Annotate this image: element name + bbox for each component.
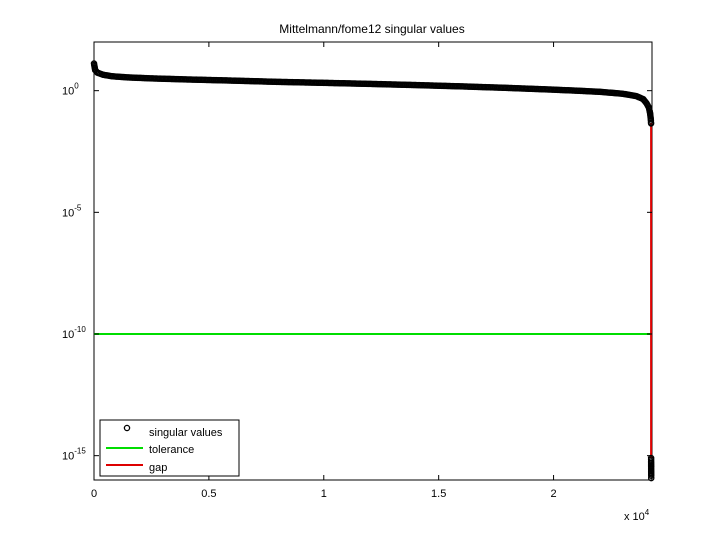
singular-values-series	[90, 60, 655, 127]
y-tick-label: 10-15	[62, 447, 86, 463]
legend-label-tolerance: tolerance	[149, 444, 194, 456]
x-tick-label: 1.5	[431, 488, 446, 500]
singular-values-series	[647, 454, 655, 482]
data-layer	[90, 60, 655, 482]
singular-value-point	[647, 474, 655, 482]
x-tick-label: 2	[550, 488, 556, 500]
legend-marker-singular-values	[123, 424, 131, 432]
singular-value-point	[647, 472, 655, 479]
y-tick-label: 100	[62, 82, 79, 98]
legend-label-gap: gap	[149, 462, 167, 474]
chart-title: Mittelmann/fome12 singular values	[279, 22, 464, 36]
y-tick-label: 10-5	[62, 203, 82, 219]
x-exponent-label: x 104	[624, 508, 650, 523]
y-tick-label: 10-10	[62, 325, 86, 341]
y-axis: 100 10-5 10-10 10-15	[62, 82, 652, 463]
plot-area	[93, 41, 653, 481]
legend-label-singular-values: singular values	[149, 427, 223, 439]
x-tick-label: 0.5	[201, 488, 216, 500]
legend: singular values tolerance gap	[99, 419, 240, 477]
x-tick-label: 1	[321, 488, 327, 500]
x-axis: 0 0.5 1 1.5 2	[91, 42, 557, 500]
singular-value-point	[647, 120, 655, 127]
x-tick-label: 0	[91, 488, 97, 500]
